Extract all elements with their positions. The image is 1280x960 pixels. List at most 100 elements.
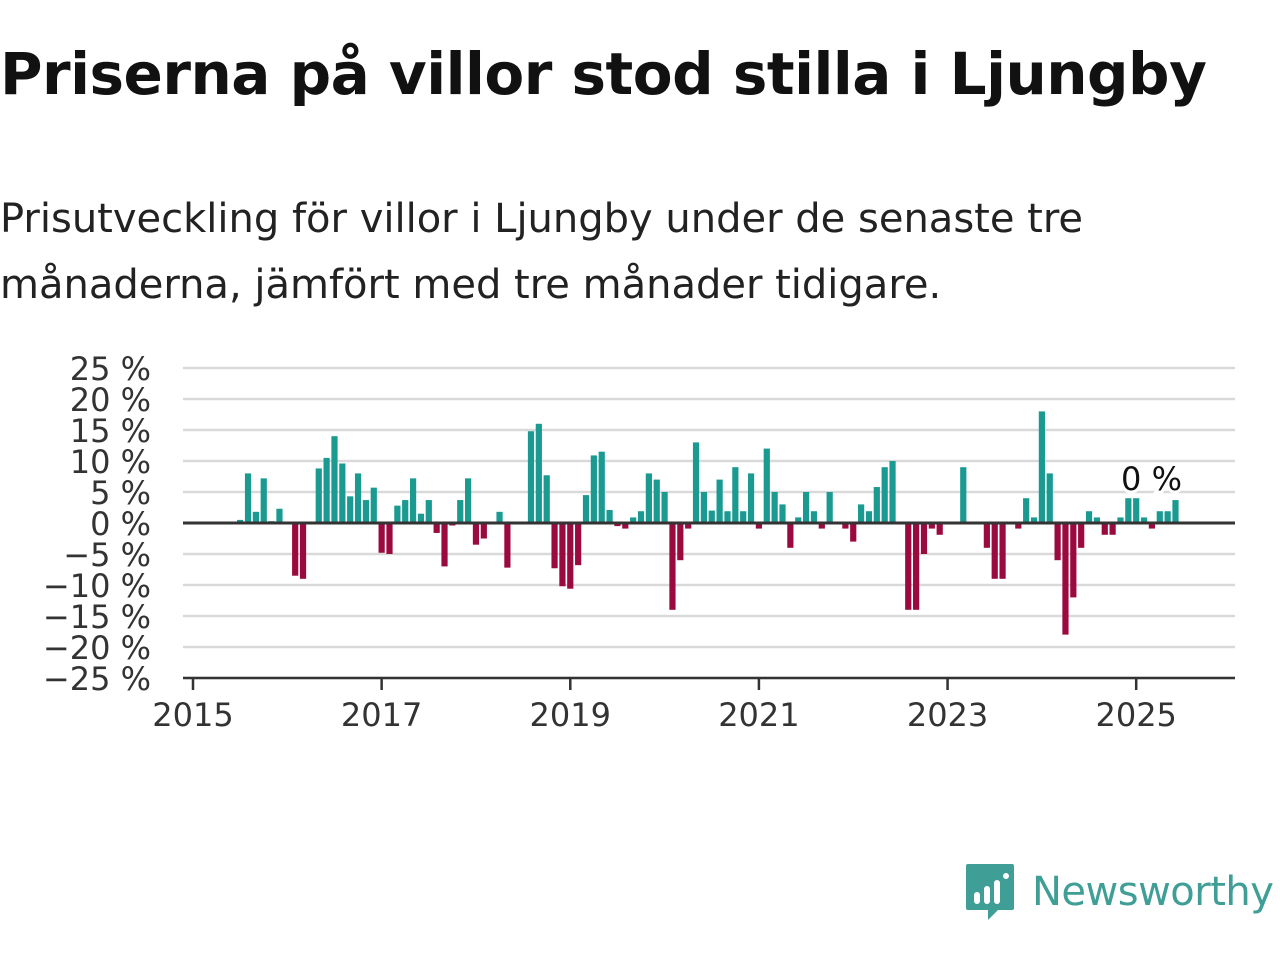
bar (237, 519, 244, 523)
bar (1109, 523, 1116, 535)
axes (183, 521, 1235, 690)
bar (637, 511, 645, 523)
bar (1093, 517, 1100, 523)
bar (928, 523, 935, 529)
y-tick-label: −15 % (43, 598, 151, 636)
bar (983, 523, 990, 548)
bar (559, 523, 566, 587)
y-tick-label: −20 % (43, 629, 151, 667)
bar (1015, 523, 1022, 529)
bar (991, 523, 998, 579)
bar (810, 511, 818, 523)
bar (598, 451, 605, 523)
bar (504, 523, 511, 568)
bar (606, 509, 613, 523)
x-tick-label: 2015 (152, 696, 233, 734)
bar (779, 504, 786, 523)
bar (669, 523, 676, 610)
chart-title: Priserna på villor stod stilla i Ljungby (0, 40, 1207, 108)
bar (425, 500, 432, 523)
y-tick-label: 5 % (90, 474, 151, 512)
bar (716, 479, 723, 523)
bar (850, 523, 857, 542)
brand-name: Newsworthy (1032, 869, 1274, 915)
bar (826, 492, 833, 523)
bar (740, 511, 747, 523)
bar (260, 478, 267, 523)
bar (409, 478, 417, 523)
bar (1117, 517, 1124, 523)
bar (622, 523, 629, 529)
bar (299, 523, 307, 579)
bar (920, 523, 928, 554)
bar (543, 475, 550, 523)
bar (276, 508, 283, 523)
bar (244, 473, 252, 523)
bar (496, 511, 503, 523)
bar (708, 510, 715, 523)
bar (1164, 511, 1171, 523)
bar (1156, 511, 1163, 523)
bar-chart: 25 %20 %15 %10 %5 %0 %−5 %−10 %−15 %−20 … (43, 350, 1235, 734)
x-tick-label: 2025 (1095, 696, 1176, 734)
bar (771, 492, 778, 523)
bar (1030, 517, 1038, 523)
bar (677, 523, 684, 561)
x-tick-label: 2021 (718, 696, 799, 734)
bar (386, 523, 393, 554)
bar (362, 500, 370, 523)
bar (590, 455, 597, 523)
bar (582, 495, 590, 523)
y-tick-label: 10 % (70, 443, 151, 481)
bar (1133, 498, 1140, 523)
bar (936, 523, 943, 535)
bar (661, 492, 668, 523)
bar (394, 505, 401, 523)
bar (685, 523, 692, 529)
bar (457, 500, 464, 523)
bar (354, 473, 362, 523)
bar (315, 468, 322, 523)
bar (551, 523, 558, 569)
bar (645, 473, 652, 523)
bar (858, 504, 865, 523)
bar (1085, 511, 1093, 523)
bar (802, 492, 810, 523)
bar (1062, 523, 1069, 635)
bar (567, 523, 574, 589)
bar (480, 523, 487, 539)
chart-subtitle: Prisutveckling för villor i Ljungby unde… (0, 196, 1084, 308)
bar (339, 463, 346, 523)
bar (960, 467, 967, 523)
x-tick-label: 2017 (341, 696, 422, 734)
y-tick-label: −5 % (63, 536, 151, 574)
bar (873, 487, 880, 523)
bar (527, 431, 535, 523)
bar (747, 473, 755, 523)
bar (1172, 500, 1179, 523)
bars (237, 411, 1179, 635)
bar (347, 496, 354, 523)
bar (1054, 523, 1061, 561)
last-value-label: 0 % (1121, 460, 1182, 498)
bar (614, 523, 621, 527)
bar (402, 500, 409, 523)
y-tick-label: 25 % (70, 350, 151, 388)
bar (763, 448, 770, 523)
bar (323, 457, 330, 523)
x-tick-label: 2019 (530, 696, 611, 734)
bar (1140, 517, 1148, 523)
bar (441, 523, 448, 567)
bar (417, 513, 425, 523)
bar (653, 479, 660, 523)
bar (842, 523, 849, 529)
y-tick-label: −25 % (43, 660, 151, 698)
bar (465, 478, 472, 523)
bar (433, 523, 440, 533)
bar (905, 523, 912, 610)
bar (818, 523, 825, 529)
bar (535, 423, 542, 523)
bar (1148, 523, 1156, 529)
bar (292, 523, 299, 576)
bar (378, 523, 385, 553)
